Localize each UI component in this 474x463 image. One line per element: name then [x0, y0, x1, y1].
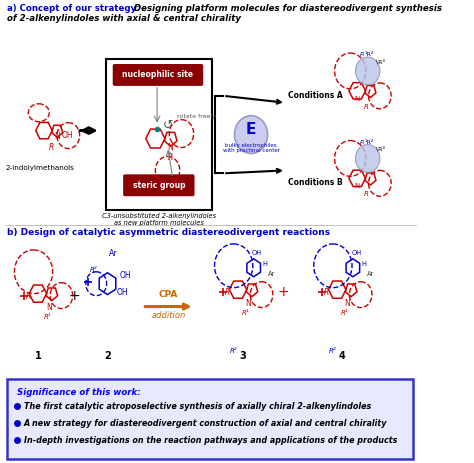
Text: The first catalytic atroposelective synthesis of axially chiral 2-alkenylindoles: The first catalytic atroposelective synt…: [24, 402, 371, 411]
Text: Conditions B: Conditions B: [289, 178, 343, 187]
Text: C3-unsubstituted 2-alkenylindoles
as new platform molecules: C3-unsubstituted 2-alkenylindoles as new…: [102, 213, 216, 226]
Text: N: N: [355, 183, 360, 189]
Text: 1: 1: [35, 351, 41, 361]
Text: Ar: Ar: [109, 249, 118, 258]
Text: Conditions A: Conditions A: [289, 91, 343, 100]
Text: Significance of this work:: Significance of this work:: [17, 388, 141, 397]
Text: \R³: \R³: [376, 58, 385, 64]
Text: ↺: ↺: [162, 119, 173, 131]
Text: N: N: [167, 144, 173, 152]
Text: +: +: [277, 285, 289, 299]
Circle shape: [235, 116, 268, 153]
Text: 4: 4: [338, 351, 345, 361]
Text: A new strategy for diastereodivergent construction of axial and central chiralit: A new strategy for diastereodivergent co…: [24, 419, 387, 428]
FancyBboxPatch shape: [113, 64, 203, 86]
Text: addition: addition: [151, 311, 185, 319]
Text: R¹: R¹: [241, 311, 249, 317]
Text: OH: OH: [62, 131, 73, 140]
Text: R: R: [225, 288, 230, 297]
Text: In-depth investigations on the reaction pathways and applications of the product: In-depth investigations on the reaction …: [24, 436, 397, 445]
Text: N: N: [355, 96, 360, 102]
Text: R: R: [324, 288, 329, 297]
Text: \R³: \R³: [376, 146, 385, 151]
Text: bulky electrophiles
with prochiral center: bulky electrophiles with prochiral cente…: [223, 143, 280, 153]
Text: R²: R²: [229, 348, 237, 354]
Text: CPA: CPA: [159, 289, 178, 299]
Text: R: R: [48, 144, 54, 152]
Text: rotate freely: rotate freely: [177, 114, 216, 119]
Text: R: R: [364, 191, 369, 197]
Text: ¹R²: ¹R²: [365, 139, 374, 144]
Text: R¹: R¹: [44, 314, 52, 320]
FancyBboxPatch shape: [123, 175, 194, 196]
Text: R: R: [360, 52, 364, 57]
Text: 2: 2: [104, 351, 111, 361]
Text: steric group: steric group: [133, 181, 185, 190]
Text: nucleophilic site: nucleophilic site: [122, 70, 193, 80]
Text: N: N: [245, 299, 251, 307]
Text: Ar: Ar: [268, 271, 275, 277]
Text: E: E: [246, 122, 256, 137]
Text: R: R: [360, 139, 364, 144]
Text: R¹: R¹: [341, 311, 348, 317]
FancyBboxPatch shape: [106, 59, 212, 210]
Text: 2-indolylmethanols: 2-indolylmethanols: [5, 165, 74, 171]
Text: b) Design of catalytic asymmetric diastereodivergent reactions: b) Design of catalytic asymmetric diaste…: [8, 228, 330, 237]
Text: of 2-alkenylindoles with axial & central chirality: of 2-alkenylindoles with axial & central…: [8, 14, 241, 23]
Text: ¹R²: ¹R²: [365, 52, 374, 57]
Text: OH: OH: [119, 271, 131, 280]
Text: R: R: [364, 104, 369, 110]
Text: +: +: [69, 288, 80, 303]
Text: R²: R²: [90, 267, 98, 273]
Text: R: R: [26, 292, 31, 300]
Text: Designing platform molecules for diastereodivergent synthesis: Designing platform molecules for diaster…: [134, 4, 442, 13]
Text: H: H: [362, 261, 366, 267]
Text: OH: OH: [117, 288, 129, 297]
Text: Ar: Ar: [367, 271, 374, 277]
Text: H: H: [263, 261, 267, 267]
Text: OH: OH: [351, 250, 361, 256]
Text: N: N: [55, 131, 60, 141]
Text: R: R: [167, 153, 173, 163]
FancyBboxPatch shape: [8, 379, 413, 459]
Text: R²: R²: [328, 348, 336, 354]
Text: OH: OH: [252, 250, 262, 256]
Text: N: N: [46, 302, 52, 312]
Text: a) Concept of our strategy:: a) Concept of our strategy:: [8, 4, 143, 13]
Circle shape: [356, 144, 380, 172]
Text: 3: 3: [239, 351, 246, 361]
Circle shape: [356, 57, 380, 85]
Text: N: N: [344, 299, 350, 307]
